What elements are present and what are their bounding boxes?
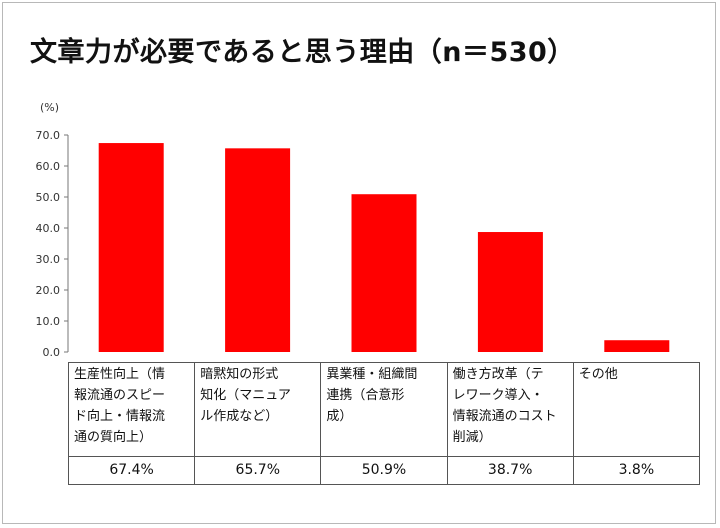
- value-label-row: 67.4% 65.7% 50.9% 38.7% 3.8%: [67, 456, 701, 485]
- bars: [98, 143, 670, 352]
- category-label-line: 成）: [326, 409, 353, 424]
- category-table: 生産性向上（情 報流通のスピー ド向上・情報流 通の質向上） 暗黙知の形式 知化（マニュア…: [67, 362, 701, 485]
- category-label-5: その他: [572, 362, 701, 457]
- bar-1: [98, 143, 164, 352]
- category-label-line: 異業種・組織間: [326, 367, 418, 382]
- category-label-line: 情報流通のコスト: [452, 409, 557, 424]
- y-tick-label: 70.0: [36, 129, 61, 142]
- chart-title: 文章力が必要であると思う理由（n＝530）: [30, 37, 575, 68]
- value-label-4: 38.7%: [446, 456, 574, 485]
- category-label-line: 通の質向上）: [74, 430, 153, 445]
- y-tick-label: 50.0: [36, 191, 61, 204]
- category-label-line: 連携（合意形: [326, 388, 405, 403]
- y-axis-unit: (%): [40, 101, 60, 114]
- category-label-line: その他: [578, 367, 618, 382]
- y-axis-ticks: 0.0 10.0 20.0 30.0 40.0 50.0 60.0 70.0: [36, 129, 68, 359]
- bar-5: [604, 340, 670, 352]
- bar-4: [477, 232, 543, 352]
- y-tick-label: 10.0: [36, 315, 61, 328]
- category-label-line: 暗黙知の形式: [200, 367, 279, 382]
- y-tick-label: 0.0: [43, 346, 61, 359]
- category-label-2: 暗黙知の形式 知化（マニュア ル作成など）: [194, 362, 322, 457]
- value-label-1: 67.4%: [67, 456, 196, 485]
- y-tick-label: 40.0: [36, 222, 61, 235]
- category-label-line: 生産性向上（情: [74, 367, 166, 382]
- category-label-1: 生産性向上（情 報流通のスピー ド向上・情報流 通の質向上）: [67, 362, 196, 457]
- y-tick-label: 30.0: [36, 253, 61, 266]
- category-label-4: 働き方改革（テ レワーク導入・ 情報流通のコスト 削減）: [446, 362, 574, 457]
- y-tick-label: 60.0: [36, 160, 61, 173]
- category-label-row: 生産性向上（情 報流通のスピー ド向上・情報流 通の質向上） 暗黙知の形式 知化（マニュア…: [67, 362, 701, 457]
- value-label-5: 3.8%: [572, 456, 701, 485]
- category-label-line: レワーク導入・: [452, 388, 544, 403]
- category-label-line: 働き方改革（テ: [452, 367, 544, 382]
- category-label-3: 異業種・組織間 連携（合意形 成）: [320, 362, 448, 457]
- category-label-line: 報流通のスピー: [74, 388, 166, 403]
- bar-3: [351, 194, 417, 352]
- value-label-2: 65.7%: [194, 456, 322, 485]
- bar-2: [225, 148, 291, 352]
- category-label-line: 削減）: [452, 430, 492, 445]
- category-label-line: ル作成など）: [200, 409, 279, 424]
- category-label-line: ド向上・情報流: [74, 409, 166, 424]
- category-label-line: 知化（マニュア: [200, 388, 291, 403]
- y-tick-label: 20.0: [36, 284, 61, 297]
- value-label-3: 50.9%: [320, 456, 448, 485]
